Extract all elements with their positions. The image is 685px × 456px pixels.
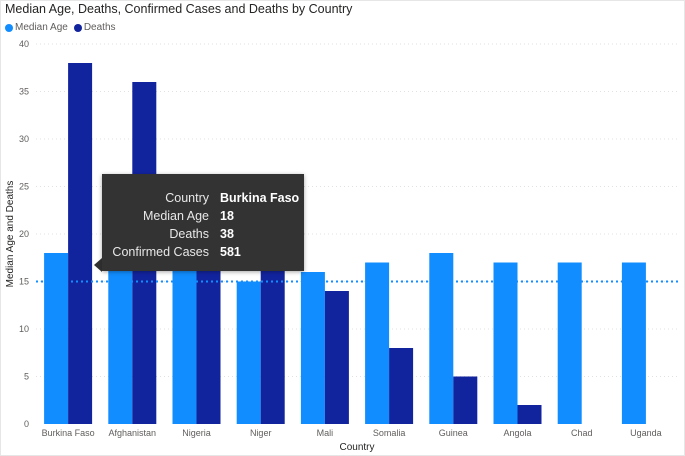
tooltip: Country Burkina Faso Median Age 18 Death… xyxy=(102,174,304,271)
x-tick-label: Chad xyxy=(571,428,593,438)
bar-median-age[interactable] xyxy=(493,262,518,425)
y-tick-label: 40 xyxy=(19,39,29,49)
legend-item-deaths[interactable]: Deaths xyxy=(73,22,116,33)
tooltip-value: 38 xyxy=(220,227,234,241)
y-tick-label: 5 xyxy=(24,372,29,382)
y-tick-label: 30 xyxy=(19,134,29,144)
legend: Median Age Deaths xyxy=(5,22,116,33)
legend-swatch-median-age xyxy=(5,23,13,32)
bar-median-age[interactable] xyxy=(429,253,454,424)
x-tick-label: Uganda xyxy=(630,428,662,438)
legend-label-deaths: Deaths xyxy=(83,22,116,33)
bar-median-age[interactable] xyxy=(44,253,69,424)
legend-item-median-age[interactable]: Median Age xyxy=(5,22,68,33)
y-tick-label: 10 xyxy=(19,324,29,334)
bar-median-age[interactable] xyxy=(300,272,325,424)
bar-deaths[interactable] xyxy=(196,253,221,424)
bar-deaths[interactable] xyxy=(389,348,414,424)
tooltip-row-deaths: Deaths 38 xyxy=(102,227,304,245)
tooltip-row-median-age: Median Age 18 xyxy=(102,209,304,227)
tooltip-value: Burkina Faso xyxy=(220,191,300,205)
x-tick-label: Angola xyxy=(503,428,531,438)
y-tick-label: 25 xyxy=(19,182,29,192)
tooltip-label: Confirmed Cases xyxy=(112,245,209,259)
x-tick-label: Burkina Faso xyxy=(42,428,95,438)
x-tick-label: Mali xyxy=(317,428,334,438)
bar-median-age[interactable] xyxy=(365,262,390,425)
x-tick-label: Niger xyxy=(250,428,272,438)
x-tick-label: Afghanistan xyxy=(109,428,157,438)
x-tick-label: Somalia xyxy=(373,428,406,438)
bars xyxy=(44,63,646,424)
bar-deaths[interactable] xyxy=(453,376,478,425)
bar-deaths[interactable] xyxy=(260,253,285,424)
bar-median-age[interactable] xyxy=(236,281,261,425)
tooltip-value: 18 xyxy=(220,209,234,223)
tooltip-label: Median Age xyxy=(142,209,209,223)
legend-swatch-deaths xyxy=(73,23,82,32)
bar-deaths[interactable] xyxy=(68,63,93,424)
chart-title: Median Age, Deaths, Confirmed Cases and … xyxy=(5,2,353,16)
bar-median-age[interactable] xyxy=(108,253,133,424)
bar-deaths[interactable] xyxy=(517,405,542,424)
tooltip-label: Country xyxy=(165,191,209,205)
y-axis-ticks: 0 5 10 15 20 25 30 35 40 xyxy=(19,39,29,429)
tooltip-value: 581 xyxy=(220,245,241,259)
tooltip-label: Deaths xyxy=(169,227,209,241)
bar-median-age[interactable] xyxy=(621,262,646,425)
x-axis-title: Country xyxy=(339,442,374,453)
x-axis-ticks: Burkina Faso Afghanistan Nigeria Niger Mali S… xyxy=(42,428,662,438)
x-tick-label: Guinea xyxy=(439,428,468,438)
legend-label-median-age: Median Age xyxy=(15,22,68,33)
bar-deaths[interactable] xyxy=(324,291,349,424)
tooltip-pointer xyxy=(94,258,102,272)
tooltip-row-confirmed-cases: Confirmed Cases 581 xyxy=(102,245,304,263)
bar-median-age[interactable] xyxy=(557,262,582,425)
y-axis-title: Median Age and Deaths xyxy=(5,181,16,288)
y-tick-label: 15 xyxy=(19,277,29,287)
bar-median-age[interactable] xyxy=(172,253,197,424)
y-tick-label: 20 xyxy=(19,229,29,239)
x-tick-label: Nigeria xyxy=(182,428,211,438)
y-tick-label: 35 xyxy=(19,87,29,97)
y-tick-label: 0 xyxy=(24,419,29,429)
tooltip-row-country: Country Burkina Faso xyxy=(102,191,304,209)
